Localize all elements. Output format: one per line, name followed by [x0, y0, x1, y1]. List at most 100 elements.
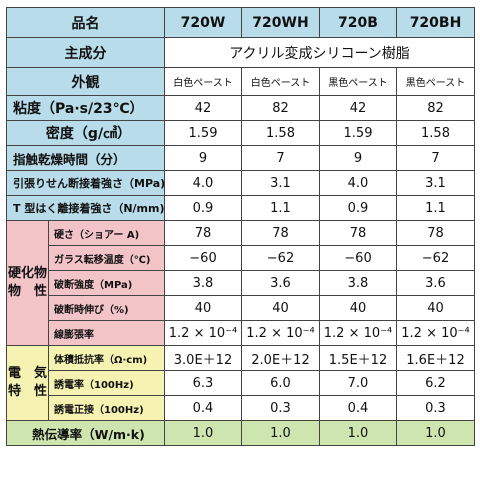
viscosity-value: 42: [319, 95, 397, 121]
header-row: 品名 720W 720WH 720B 720BH: [6, 7, 475, 38]
viscosity-value: 82: [241, 95, 320, 121]
volume-resistivity-value: 1.5E＋12: [319, 345, 397, 371]
cured-group-line2: 物 性: [7, 284, 47, 299]
permittivity-value: 6.0: [241, 370, 320, 396]
peel-strength-value: 1.1: [396, 195, 475, 221]
table-row: 破断時伸び（%) 40 40 40 40: [7, 295, 475, 321]
thermal-expansion-value: 1.2 × 10⁻⁴: [319, 320, 397, 346]
appearance-row: 外観 白色ペースト 白色ペースト 黒色ペースト 黒色ペースト: [6, 67, 475, 96]
appearance-value: 白色ペースト: [241, 67, 320, 96]
dielectric-loss-label: 誘電正接（100Hz): [48, 395, 165, 421]
table-row: ガラス転移温度（℃) −60 −62 −60 −62: [7, 245, 475, 271]
thermal-conductivity-value: 1.0: [396, 420, 475, 446]
product-720b: 720B: [319, 7, 397, 38]
peel-strength-label: T 型はく離接着強さ（N/mm): [6, 195, 165, 221]
volume-resistivity-label: 体積抵抗率（Ω·cm): [48, 345, 165, 371]
volume-resistivity-value: 2.0E＋12: [241, 345, 320, 371]
breaking-strength-value: 3.8: [319, 270, 397, 296]
glass-transition-value: −60: [319, 245, 397, 271]
thermal-conductivity-value: 1.0: [164, 420, 242, 446]
hardness-value: 78: [396, 220, 475, 246]
table-row: 誘電正接（100Hz) 0.4 0.3 0.4 0.3: [7, 395, 475, 421]
electrical-group-line1: 電 気: [7, 366, 47, 381]
dielectric-loss-value: 0.3: [396, 395, 475, 421]
table-row: T 型はく離接着強さ（N/mm) 0.9 1.1 0.9 1.1: [6, 195, 475, 221]
hardness-value: 78: [164, 220, 242, 246]
table-row: 電 気 特 性 体積抵抗率（Ω·cm) 3.0E＋12 2.0E＋12 1.5E…: [6, 345, 475, 421]
viscosity-value: 82: [396, 95, 475, 121]
dielectric-loss-value: 0.4: [319, 395, 397, 421]
hardness-value: 78: [241, 220, 320, 246]
appearance-value: 黒色ペースト: [319, 67, 397, 96]
appearance-value: 黒色ペースト: [396, 67, 475, 96]
table-row: 硬化物 物 性 硬さ（ショアー A) 78 78 78 78: [6, 220, 475, 346]
product-720wh: 720WH: [241, 7, 320, 38]
glass-transition-value: −62: [396, 245, 475, 271]
spec-table-container: 品名 720W 720WH 720B 720BH 主成分 アクリル変成シリコーン…: [6, 7, 475, 446]
electrical-group-line2: 特 性: [7, 384, 47, 399]
main-component-row: 主成分 アクリル変成シリコーン樹脂: [6, 37, 475, 68]
glass-transition-value: −62: [241, 245, 320, 271]
density-value: 1.58: [396, 120, 475, 146]
appearance-value: 白色ペースト: [164, 67, 242, 96]
tack-free-time-value: 7: [396, 145, 475, 171]
thermal-expansion-label: 線膨張率: [48, 320, 165, 346]
product-720w: 720W: [164, 7, 242, 38]
breaking-strength-label: 破断強度（MPa): [48, 270, 165, 296]
thermal-expansion-value: 1.2 × 10⁻⁴: [241, 320, 320, 346]
elongation-label: 破断時伸び（%): [48, 295, 165, 321]
thermal-conductivity-value: 1.0: [241, 420, 320, 446]
glass-transition-value: −60: [164, 245, 242, 271]
table-row: 密度（g/㎤） 1.59 1.58 1.59 1.58: [6, 120, 475, 146]
thermal-conductivity-value: 1.0: [319, 420, 397, 446]
tack-free-time-value: 7: [241, 145, 320, 171]
shear-strength-value: 4.0: [319, 170, 397, 196]
shear-strength-value: 3.1: [396, 170, 475, 196]
thermal-conductivity-label: 熱伝導率（W/m·k): [6, 420, 165, 446]
tack-free-time-label: 指触乾燥時間（分）: [6, 145, 165, 171]
table-row: 引張りせん断接着強さ（MPa) 4.0 3.1 4.0 3.1: [6, 170, 475, 196]
table-row: 指触乾燥時間（分） 9 7 9 7: [6, 145, 475, 171]
elongation-value: 40: [396, 295, 475, 321]
peel-strength-value: 1.1: [241, 195, 320, 221]
density-value: 1.59: [319, 120, 397, 146]
tack-free-time-value: 9: [319, 145, 397, 171]
table-row: 誘電率（100Hz) 6.3 6.0 7.0 6.2: [7, 370, 475, 396]
elongation-value: 40: [241, 295, 320, 321]
table-row: 線膨張率 1.2 × 10⁻⁴ 1.2 × 10⁻⁴ 1.2 × 10⁻⁴ 1.…: [7, 320, 475, 346]
dielectric-loss-value: 0.3: [241, 395, 320, 421]
volume-resistivity-value: 3.0E＋12: [164, 345, 242, 371]
permittivity-label: 誘電率（100Hz): [48, 370, 165, 396]
permittivity-value: 7.0: [319, 370, 397, 396]
glass-transition-label: ガラス転移温度（℃): [48, 245, 165, 271]
table-row: 熱伝導率（W/m·k) 1.0 1.0 1.0 1.0: [6, 420, 475, 446]
spec-table: 品名 720W 720WH 720B 720BH 主成分 アクリル変成シリコーン…: [6, 7, 475, 446]
density-label: 密度（g/㎤）: [6, 120, 165, 146]
breaking-strength-value: 3.6: [241, 270, 320, 296]
volume-resistivity-value: 1.6E＋12: [396, 345, 475, 371]
viscosity-label: 粘度（Pa·s/23℃）: [6, 95, 165, 121]
density-value: 1.59: [164, 120, 242, 146]
shear-strength-label: 引張りせん断接着強さ（MPa): [6, 170, 165, 196]
appearance-label: 外観: [6, 67, 165, 96]
thermal-expansion-value: 1.2 × 10⁻⁴: [396, 320, 475, 346]
breaking-strength-value: 3.6: [396, 270, 475, 296]
density-value: 1.58: [241, 120, 320, 146]
product-720bh: 720BH: [396, 7, 475, 38]
electrical-properties-group-label: 電 気 特 性: [6, 345, 49, 421]
peel-strength-value: 0.9: [319, 195, 397, 221]
thermal-expansion-value: 1.2 × 10⁻⁴: [164, 320, 242, 346]
table-row: 粘度（Pa·s/23℃） 42 82 42 82: [6, 95, 475, 121]
hardness-value: 78: [319, 220, 397, 246]
tack-free-time-value: 9: [164, 145, 242, 171]
product-name-label: 品名: [6, 7, 165, 38]
table-row: 破断強度（MPa) 3.8 3.6 3.8 3.6: [7, 270, 475, 296]
elongation-value: 40: [164, 295, 242, 321]
main-component-label: 主成分: [6, 37, 165, 68]
shear-strength-value: 4.0: [164, 170, 242, 196]
peel-strength-value: 0.9: [164, 195, 242, 221]
permittivity-value: 6.2: [396, 370, 475, 396]
hardness-label: 硬さ（ショアー A): [48, 220, 165, 246]
main-component-value: アクリル変成シリコーン樹脂: [164, 37, 475, 68]
permittivity-value: 6.3: [164, 370, 242, 396]
